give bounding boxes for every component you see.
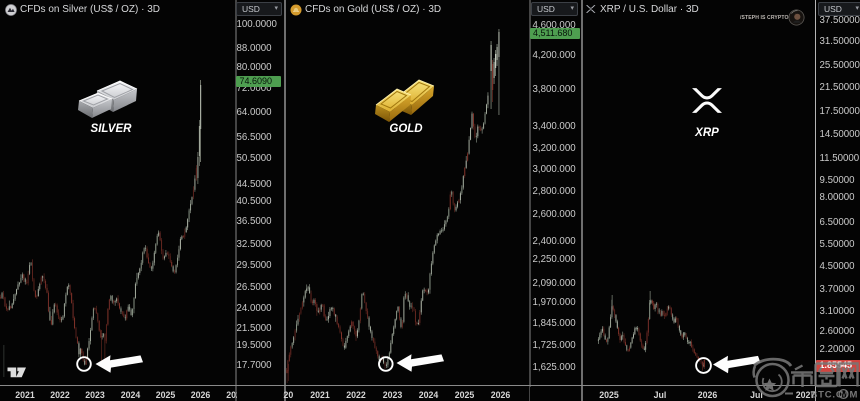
svg-text:BTC.C: BTC.C bbox=[811, 390, 844, 401]
svg-text:M: M bbox=[850, 390, 858, 401]
svg-text:M: M bbox=[841, 390, 848, 399]
